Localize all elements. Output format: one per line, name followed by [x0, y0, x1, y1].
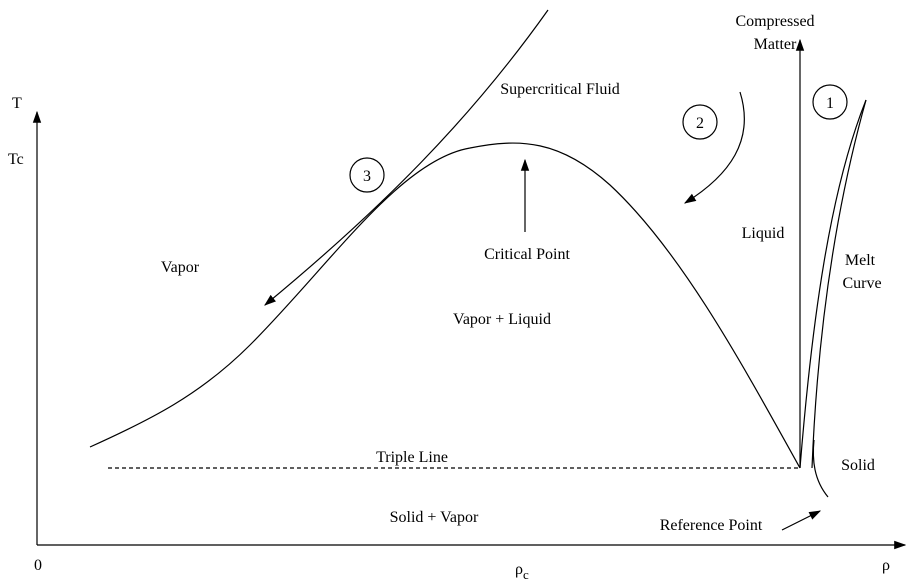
origin: 0	[34, 557, 42, 574]
annotation: Curve	[842, 275, 881, 292]
annotation: Reference Point	[660, 517, 763, 534]
region-label: Vapor	[161, 259, 200, 276]
path-circle	[812, 84, 848, 120]
path-circle	[349, 157, 385, 193]
melt-curve	[799, 99, 867, 469]
annotation: Critical Point	[484, 246, 570, 263]
region-label: Solid	[841, 457, 875, 474]
coexistence-curve	[89, 142, 801, 469]
region-label: Vapor + Liquid	[453, 311, 551, 328]
y-label: T	[12, 95, 22, 112]
annotation: Compressed	[735, 13, 814, 30]
path-2-arrow	[683, 91, 745, 204]
annotation: Melt	[845, 252, 876, 269]
annotation: Matter	[754, 36, 797, 53]
annotation: Triple Line	[376, 449, 448, 466]
reference-arrow	[781, 510, 822, 531]
path-circle	[682, 104, 718, 140]
region-label: Liquid	[742, 225, 785, 242]
melt-curve	[811, 99, 867, 469]
y-tick: Tc	[8, 151, 24, 168]
solid-boundary	[812, 439, 829, 498]
region-label: Solid + Vapor	[390, 509, 479, 526]
path-number: 2	[696, 115, 704, 132]
path-3-arrow	[264, 9, 549, 306]
region-label: Supercritical Fluid	[500, 81, 620, 98]
x-tick: ρc	[515, 561, 529, 581]
path-number: 3	[363, 168, 371, 185]
x-label: ρ	[882, 557, 890, 574]
path-number: 1	[826, 95, 834, 112]
